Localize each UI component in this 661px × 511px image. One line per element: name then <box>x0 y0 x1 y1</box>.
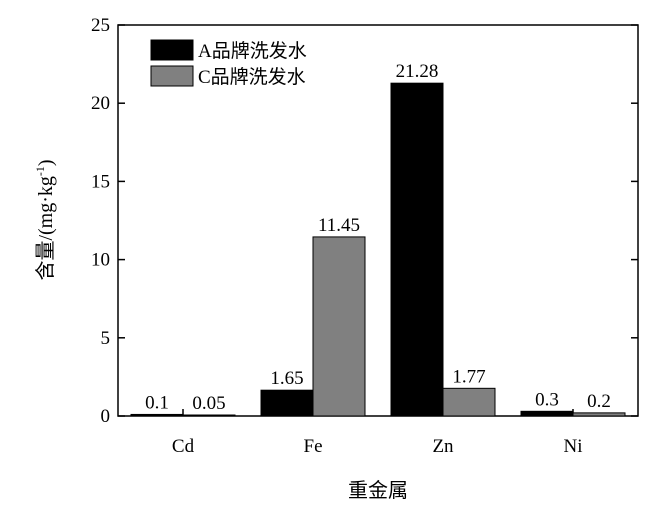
x-tick-label: Cd <box>172 436 195 457</box>
y-tick-label: 25 <box>91 15 110 36</box>
data-label: 0.2 <box>587 391 611 412</box>
y-axis: 0 5 10 15 20 25 <box>91 15 638 427</box>
legend-swatch-a <box>150 39 194 61</box>
x-axis-title: 重金属 <box>348 479 408 502</box>
data-label: 0.3 <box>535 389 559 410</box>
y-axis-title-close: ) <box>35 159 57 166</box>
legend: A品牌洗发水 C品牌洗发水 <box>150 39 307 88</box>
x-tick-label: Fe <box>304 436 323 457</box>
legend-swatch-c <box>150 65 194 87</box>
y-tick-label: 20 <box>91 93 110 114</box>
data-label: 1.77 <box>452 366 485 387</box>
bar <box>312 236 366 417</box>
bar <box>390 82 444 417</box>
bars <box>130 82 626 417</box>
x-tick-label: Zn <box>432 436 454 457</box>
y-tick-label: 0 <box>101 406 111 427</box>
y-axis-title-superscript: -1 <box>33 166 47 176</box>
x-tick-label: Ni <box>564 436 583 457</box>
data-labels: 0.1 1.65 21.28 0.3 0.05 11.45 1.77 0.2 <box>145 61 611 414</box>
y-tick-label: 10 <box>91 250 110 271</box>
bar <box>572 412 626 417</box>
y-tick-label: 15 <box>91 171 110 192</box>
data-label: 0.1 <box>145 392 169 413</box>
bar <box>130 413 184 417</box>
data-label: 11.45 <box>318 215 360 236</box>
bar <box>520 410 574 417</box>
bar <box>442 387 496 417</box>
data-label: 0.05 <box>192 393 225 414</box>
data-label: 1.65 <box>270 368 303 389</box>
legend-label-c: C品牌洗发水 <box>198 66 306 88</box>
y-axis-title-main: 含量/(mg·kg <box>34 176 57 280</box>
bar <box>260 389 314 417</box>
legend-label-a: A品牌洗发水 <box>198 40 307 62</box>
data-label: 21.28 <box>396 61 439 82</box>
y-tick-label: 5 <box>101 328 111 349</box>
plot-frame <box>117 24 639 417</box>
bar <box>182 414 236 417</box>
y-axis-title: 含量/(mg·kg-1) <box>33 159 57 280</box>
